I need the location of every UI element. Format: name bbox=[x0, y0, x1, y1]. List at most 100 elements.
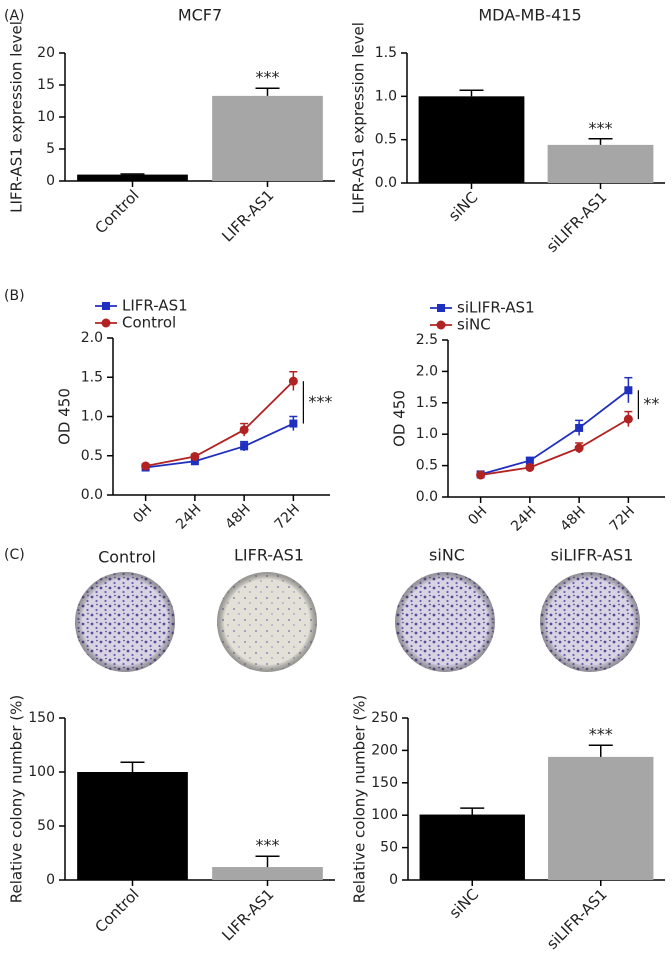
legend-label: siLIFR-AS1 bbox=[457, 299, 535, 317]
marker bbox=[525, 462, 535, 472]
plate-label: LIFR-AS1 bbox=[234, 546, 304, 565]
significance: *** bbox=[589, 725, 613, 744]
marker bbox=[575, 423, 584, 432]
bar bbox=[419, 814, 525, 880]
y-axis-label: OD 450 bbox=[56, 388, 74, 445]
y-tick-label: 1.5 bbox=[81, 369, 103, 385]
plate-rim bbox=[217, 572, 317, 672]
legend-marker bbox=[101, 318, 111, 328]
bar bbox=[418, 96, 525, 183]
bar bbox=[77, 772, 188, 880]
legend-marker bbox=[102, 302, 110, 310]
marker bbox=[190, 457, 199, 466]
y-tick-label: 1.5 bbox=[416, 395, 438, 411]
x-tick-label: Control bbox=[91, 186, 142, 237]
x-tick-label: siNC bbox=[445, 188, 482, 225]
y-tick-label: 0.0 bbox=[375, 175, 397, 191]
marker bbox=[141, 461, 151, 471]
plate-label: siLIFR-AS1 bbox=[551, 546, 634, 565]
x-tick-label: 0H bbox=[465, 503, 490, 528]
y-tick-label: 5 bbox=[46, 141, 55, 157]
y-tick-label: 250 bbox=[371, 710, 398, 726]
y-tick-label: 2.0 bbox=[81, 330, 103, 346]
x-tick-label: 72H bbox=[272, 501, 303, 532]
series-line bbox=[145, 422, 294, 469]
marker bbox=[288, 376, 298, 386]
panel-label: (A) bbox=[4, 8, 25, 24]
y-tick-label: 0 bbox=[389, 872, 398, 888]
y-tick-label: 50 bbox=[380, 840, 398, 856]
panel-label: (C) bbox=[4, 547, 25, 563]
bar bbox=[212, 95, 323, 181]
series-line bbox=[480, 418, 629, 476]
y-tick-label: 0 bbox=[46, 872, 55, 888]
y-tick-label: 0 bbox=[46, 173, 55, 189]
y-tick-label: 20 bbox=[37, 45, 55, 61]
marker bbox=[623, 414, 633, 424]
y-tick-label: 150 bbox=[28, 710, 55, 726]
plate-label: Control bbox=[98, 548, 156, 567]
x-tick-label: 0H bbox=[130, 501, 155, 526]
y-tick-label: 1.0 bbox=[81, 409, 103, 425]
plate-label: siNC bbox=[429, 546, 465, 565]
y-tick-label: 0.5 bbox=[81, 448, 103, 464]
legend-label: LIFR-AS1 bbox=[122, 297, 188, 315]
chart-title: MCF7 bbox=[178, 6, 222, 25]
marker bbox=[574, 443, 584, 453]
significance: *** bbox=[589, 118, 613, 137]
y-tick-label: 0.0 bbox=[81, 487, 103, 503]
bar bbox=[212, 867, 323, 880]
y-tick-label: 1.0 bbox=[416, 426, 438, 442]
significance: *** bbox=[256, 68, 280, 87]
y-tick-label: 100 bbox=[371, 807, 398, 823]
marker bbox=[289, 419, 298, 428]
bar bbox=[77, 174, 188, 181]
legend-marker bbox=[437, 304, 445, 312]
plate-rim bbox=[395, 572, 495, 672]
legend-label: Control bbox=[122, 314, 176, 332]
marker bbox=[476, 470, 486, 480]
x-tick-label: siLIFR-AS1 bbox=[543, 885, 611, 953]
x-tick-label: siLIFR-AS1 bbox=[543, 188, 611, 256]
y-axis-label: Relative colony number (%) bbox=[8, 695, 26, 903]
x-tick-label: 24H bbox=[508, 503, 539, 534]
y-tick-label: 0.5 bbox=[375, 132, 397, 148]
y-tick-label: 10 bbox=[37, 109, 55, 125]
y-tick-label: 2.0 bbox=[416, 363, 438, 379]
y-tick-label: 15 bbox=[37, 77, 55, 93]
y-tick-label: 200 bbox=[371, 742, 398, 758]
y-axis-label: Relative colony number (%) bbox=[351, 695, 369, 903]
y-tick-label: 100 bbox=[28, 764, 55, 780]
series-line bbox=[145, 380, 295, 467]
y-tick-label: 2.5 bbox=[416, 332, 438, 348]
x-tick-label: 72H bbox=[607, 503, 638, 534]
x-tick-label: LIFR-AS1 bbox=[218, 885, 277, 944]
x-tick-label: 48H bbox=[222, 501, 253, 532]
marker bbox=[239, 425, 249, 435]
marker bbox=[190, 452, 200, 462]
plate-rim bbox=[75, 572, 175, 672]
marker bbox=[624, 386, 633, 395]
marker bbox=[240, 442, 249, 451]
y-tick-label: 0.0 bbox=[416, 489, 438, 505]
y-axis-label: LIFR-AS1 expression level bbox=[8, 21, 26, 213]
y-tick-label: 0.5 bbox=[416, 458, 438, 474]
y-axis-label: LIFR-AS1 expression level bbox=[350, 22, 368, 214]
x-tick-label: 24H bbox=[173, 501, 204, 532]
marker bbox=[525, 456, 534, 465]
series-line bbox=[480, 389, 629, 476]
panel-label: (B) bbox=[4, 288, 25, 304]
y-tick-label: 150 bbox=[371, 775, 398, 791]
y-tick-label: 1.0 bbox=[375, 88, 397, 104]
significance: ** bbox=[643, 394, 659, 413]
y-axis-label: OD 450 bbox=[391, 390, 409, 447]
bar bbox=[547, 144, 654, 183]
significance: *** bbox=[308, 392, 332, 411]
plates bbox=[75, 572, 640, 672]
legend-label: siNC bbox=[457, 316, 491, 334]
chart-title: MDA-MB-415 bbox=[478, 6, 581, 25]
y-tick-label: 50 bbox=[37, 818, 55, 834]
y-tick-label: 1.5 bbox=[375, 45, 397, 61]
x-tick-label: siNC bbox=[446, 885, 483, 922]
